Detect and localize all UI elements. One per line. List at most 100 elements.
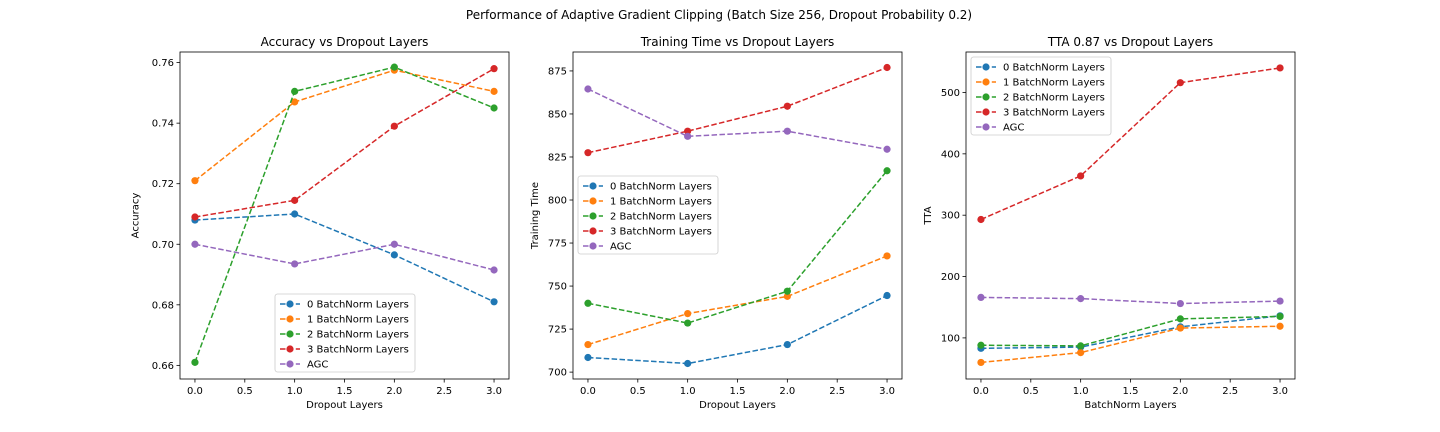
data-point bbox=[883, 63, 891, 72]
legend-label: 2 BatchNorm Layers bbox=[1003, 93, 1105, 104]
subplot-3: 0.0 0.5 1.0 1.5 2.0 2.5 3.0 100 200 300 400 500 TTA … bbox=[923, 35, 1296, 411]
subplot-title: TTA 0.87 vs Dropout Layers bbox=[1047, 35, 1213, 49]
y-axis-label: Accuracy bbox=[130, 193, 141, 239]
y-tick-label: 500 bbox=[941, 88, 960, 99]
data-point bbox=[977, 358, 985, 367]
data-point bbox=[291, 87, 299, 95]
data-point bbox=[1176, 315, 1184, 323]
data-point bbox=[1276, 322, 1284, 330]
x-tick-label: 0.0 bbox=[580, 386, 596, 397]
series-line bbox=[980, 67, 1281, 221]
data-point bbox=[490, 65, 498, 73]
series-line bbox=[980, 325, 1281, 364]
data-point bbox=[883, 252, 891, 260]
data-point bbox=[490, 298, 498, 306]
legend-marker bbox=[589, 242, 597, 250]
data-point bbox=[1276, 312, 1284, 321]
x-axis-label: Dropout Layers bbox=[699, 400, 776, 411]
legend-item: 3 BatchNorm Layers bbox=[583, 227, 712, 238]
legend: 0 BatchNorm Layers 1 BatchNorm Layers 2 Ba… bbox=[970, 56, 1112, 136]
series-line bbox=[587, 66, 888, 154]
legend-item: 1 BatchNorm Layers bbox=[280, 315, 409, 326]
legend: 0 BatchNorm Layers 1 BatchNorm Layers 2 Ba… bbox=[274, 293, 416, 373]
series-3 bbox=[191, 63, 498, 366]
legend-item: AGC bbox=[280, 360, 328, 371]
series-line bbox=[980, 315, 1281, 350]
legend-marker bbox=[286, 360, 294, 368]
legend-item: 3 BatchNorm Layers bbox=[280, 345, 409, 356]
series-line bbox=[980, 315, 1281, 347]
data-point bbox=[390, 251, 398, 259]
data-point bbox=[191, 358, 199, 366]
x-tick-label: 3.0 bbox=[879, 386, 895, 397]
data-point bbox=[883, 167, 891, 175]
series-4 bbox=[584, 63, 891, 157]
data-point bbox=[883, 291, 891, 300]
y-tick-label: 825 bbox=[548, 152, 567, 163]
x-tick-label: 2.0 bbox=[779, 386, 795, 397]
legend-item: AGC bbox=[583, 242, 631, 253]
series-3 bbox=[584, 167, 891, 327]
legend-marker bbox=[286, 345, 294, 353]
data-point bbox=[291, 260, 299, 268]
legend-item: 0 BatchNorm Layers bbox=[280, 300, 409, 311]
x-tick-label: 2.5 bbox=[436, 386, 452, 397]
series-1 bbox=[584, 291, 891, 368]
data-point bbox=[191, 213, 199, 221]
legend-marker bbox=[286, 300, 294, 308]
data-point bbox=[1176, 299, 1184, 308]
legend-item: 1 BatchNorm Layers bbox=[976, 78, 1105, 89]
data-point bbox=[883, 145, 891, 153]
x-tick-label: 3.0 bbox=[1272, 386, 1288, 397]
data-point bbox=[684, 319, 692, 327]
series-5 bbox=[584, 85, 891, 153]
data-point bbox=[783, 102, 791, 110]
data-point bbox=[291, 196, 299, 204]
legend-marker bbox=[982, 123, 990, 131]
y-tick-label: 850 bbox=[548, 109, 567, 120]
data-point bbox=[191, 240, 199, 248]
data-point bbox=[584, 299, 592, 307]
legend-marker bbox=[286, 330, 294, 338]
data-point bbox=[1077, 349, 1085, 357]
data-point bbox=[1077, 295, 1085, 303]
legend-label: 0 BatchNorm Layers bbox=[1003, 63, 1105, 74]
legend-marker bbox=[982, 63, 990, 71]
x-tick-label: 1.5 bbox=[337, 386, 353, 397]
x-tick-label: 3.0 bbox=[486, 386, 502, 397]
x-tick-label: 1.0 bbox=[287, 386, 303, 397]
series-2 bbox=[977, 322, 1284, 367]
x-axis-label: BatchNorm Layers bbox=[1084, 400, 1176, 411]
x-tick-label: 0.0 bbox=[187, 386, 203, 397]
legend-marker bbox=[589, 197, 597, 205]
data-point bbox=[1077, 342, 1085, 350]
series-4 bbox=[977, 64, 1284, 224]
data-point bbox=[291, 98, 299, 106]
series-1 bbox=[191, 210, 498, 306]
x-tick-label: 1.0 bbox=[680, 386, 696, 397]
y-axis-label: TTA bbox=[923, 206, 934, 225]
y-tick-label: 0.66 bbox=[152, 361, 174, 372]
x-tick-label: 0.5 bbox=[1023, 386, 1039, 397]
data-point bbox=[584, 353, 592, 362]
legend-item: 0 BatchNorm Layers bbox=[583, 182, 712, 193]
data-point bbox=[684, 127, 692, 135]
data-point bbox=[783, 292, 791, 300]
y-tick-label: 0.74 bbox=[152, 119, 174, 130]
legend-marker bbox=[286, 315, 294, 323]
legend-item: 2 BatchNorm Layers bbox=[583, 212, 712, 223]
series-5 bbox=[977, 293, 1284, 308]
x-tick-label: 2.0 bbox=[386, 386, 402, 397]
data-point bbox=[490, 87, 498, 95]
series-2 bbox=[191, 66, 498, 185]
x-tick-label: 1.5 bbox=[1123, 386, 1139, 397]
data-point bbox=[977, 215, 985, 224]
legend-marker bbox=[982, 108, 990, 116]
series-line bbox=[587, 88, 888, 150]
y-tick-label: 700 bbox=[548, 368, 567, 379]
legend-item: AGC bbox=[976, 123, 1024, 134]
data-point bbox=[584, 340, 592, 349]
legend-item: 3 BatchNorm Layers bbox=[976, 108, 1105, 119]
x-tick-label: 0.5 bbox=[630, 386, 646, 397]
legend-label: 3 BatchNorm Layers bbox=[610, 227, 712, 238]
